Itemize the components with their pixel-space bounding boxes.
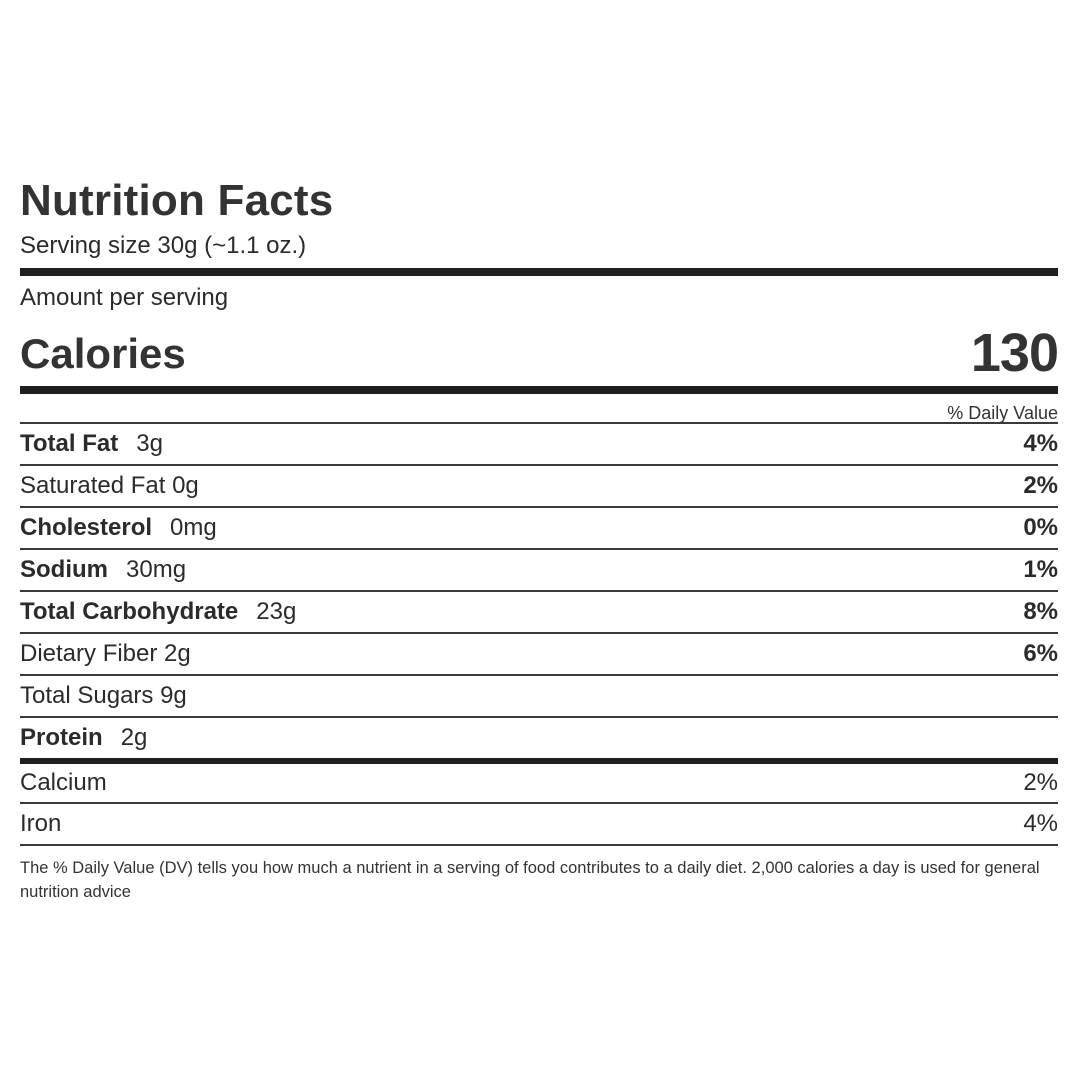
nutrient-daily-value: 6% bbox=[1023, 640, 1058, 667]
nutrient-row-sodium: Sodium 30mg 1% bbox=[20, 550, 1058, 592]
divider-thick bbox=[20, 386, 1058, 394]
nutrient-amount: 30mg bbox=[126, 556, 187, 583]
divider-thick bbox=[20, 758, 1058, 764]
nutrient-amount: 23g bbox=[256, 598, 297, 625]
nutrient-name: Total Fat bbox=[20, 430, 119, 457]
vitamin-daily-value: 4% bbox=[1023, 810, 1058, 837]
nutrient-daily-value: 4% bbox=[1023, 430, 1058, 457]
nutrient-daily-value: 0% bbox=[1023, 514, 1058, 541]
nutrient-amount: 2g bbox=[120, 724, 148, 751]
nutrient-daily-value: 1% bbox=[1023, 556, 1058, 583]
vitamin-name: Iron bbox=[20, 810, 62, 837]
nutrient-name: Dietary Fiber 2g bbox=[20, 640, 191, 667]
nutrient-row-dietary-fiber: Dietary Fiber 2g 6% bbox=[20, 634, 1058, 676]
nutrient-name: Saturated Fat 0g bbox=[20, 472, 199, 499]
vitamin-name: Calcium bbox=[20, 769, 107, 796]
amount-per-serving: Amount per serving bbox=[20, 284, 229, 311]
nutrient-name: Protein bbox=[20, 724, 103, 751]
daily-value-header: % Daily Value bbox=[947, 403, 1058, 423]
serving-size: Serving size 30g (~1.1 oz.) bbox=[20, 232, 307, 259]
nutrient-name: Cholesterol bbox=[20, 514, 153, 541]
nutrient-amount: 3g bbox=[136, 430, 163, 457]
nutrient-row-protein: Protein 2g bbox=[20, 718, 1058, 758]
nutrient-amount: 0mg bbox=[170, 514, 217, 541]
calories-value: 130 bbox=[970, 323, 1059, 383]
label-title: Nutrition Facts bbox=[20, 176, 334, 225]
nutrient-row-cholesterol: Cholesterol 0mg 0% bbox=[20, 508, 1058, 550]
nutrient-row-total-sugars: Total Sugars 9g bbox=[20, 676, 1058, 718]
vitamin-row-calcium: Calcium 2% bbox=[20, 764, 1058, 804]
vitamin-row-iron: Iron 4% bbox=[20, 804, 1058, 846]
nutrient-name: Total Carbohydrate bbox=[20, 598, 239, 625]
nutrient-row-total-fat: Total Fat 3g 4% bbox=[20, 424, 1058, 466]
calories-row: Calories 130 bbox=[20, 314, 1059, 386]
vitamin-daily-value: 2% bbox=[1023, 769, 1058, 796]
calories-label: Calories bbox=[20, 330, 186, 377]
nutrient-name: Total Sugars 9g bbox=[20, 682, 187, 709]
nutrition-facts-label: Nutrition Facts Serving size 30g (~1.1 o… bbox=[20, 176, 1059, 904]
divider-thin bbox=[20, 422, 1058, 424]
daily-value-footnote: The % Daily Value (DV) tells you how muc… bbox=[20, 859, 1040, 901]
nutrient-name: Sodium bbox=[20, 556, 108, 583]
nutrient-row-total-carbohydrate: Total Carbohydrate 23g 8% bbox=[20, 592, 1058, 634]
divider-thick bbox=[20, 268, 1058, 276]
nutrient-row-saturated-fat: Saturated Fat 0g 2% bbox=[20, 466, 1058, 508]
nutrient-daily-value: 2% bbox=[1023, 472, 1058, 499]
nutrient-daily-value: 8% bbox=[1023, 598, 1058, 625]
